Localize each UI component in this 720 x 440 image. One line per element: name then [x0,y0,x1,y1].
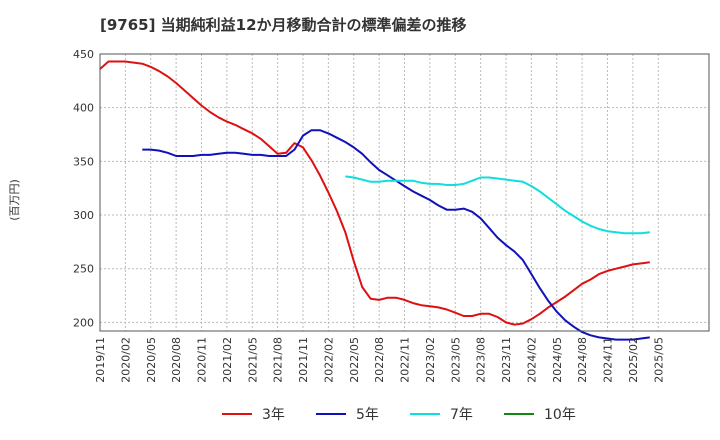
x-tick-label: 2024/08 [576,337,589,383]
x-tick-label: 2021/05 [246,337,259,383]
legend-label: 7年 [450,407,473,423]
legend-label: 10年 [544,407,576,423]
y-axis-ticks: 200 250 300 350 400 450 [73,48,94,329]
x-axis-ticks: 2019/11 2020/02 2020/05 2020/08 2020/11 2021/… [94,337,665,383]
x-tick-label: 2022/05 [348,337,361,383]
x-tick-label: 2023/02 [424,337,437,383]
series-line [99,60,650,326]
chart-title: [9765] 当期純利益12か月移動合計の標準偏差の推移 [100,16,467,34]
x-tick-label: 2020/05 [145,337,158,383]
legend-label: 3年 [262,407,285,423]
x-tick-label: 2020/11 [196,337,209,383]
x-tick-label: 2022/08 [373,337,386,383]
x-tick-label: 2021/02 [221,337,234,383]
legend-label: 5年 [356,407,379,423]
x-tick-label: 2023/05 [449,337,462,383]
series-lines [99,60,650,341]
y-tick-label: 400 [73,102,94,115]
x-tick-label: 2025/02 [627,337,640,383]
x-tick-label: 2019/11 [94,337,107,383]
x-tick-label: 2024/05 [551,337,564,383]
y-tick-label: 200 [73,316,94,329]
x-tick-label: 2020/02 [119,337,132,383]
x-tick-label: 2022/11 [399,337,412,383]
series-line [345,175,650,235]
y-tick-label: 300 [73,209,94,222]
y-axis-label: (百万円) [8,179,21,221]
x-tick-label: 2021/11 [297,337,310,383]
x-tick-label: 2022/02 [322,337,335,383]
x-tick-label: 2025/05 [652,337,665,383]
plot-frame [99,53,710,332]
x-tick-label: 2023/08 [475,337,488,383]
legend: 3年 5年 7年 10年 [222,407,576,423]
x-tick-label: 2024/11 [602,337,615,383]
x-tick-label: 2023/11 [500,337,513,383]
x-tick-label: 2020/08 [170,337,183,383]
y-tick-label: 450 [73,48,94,61]
x-tick-label: 2024/02 [525,337,538,383]
y-tick-label: 350 [73,155,94,168]
x-tick-label: 2021/08 [272,337,285,383]
y-tick-label: 250 [73,263,94,276]
